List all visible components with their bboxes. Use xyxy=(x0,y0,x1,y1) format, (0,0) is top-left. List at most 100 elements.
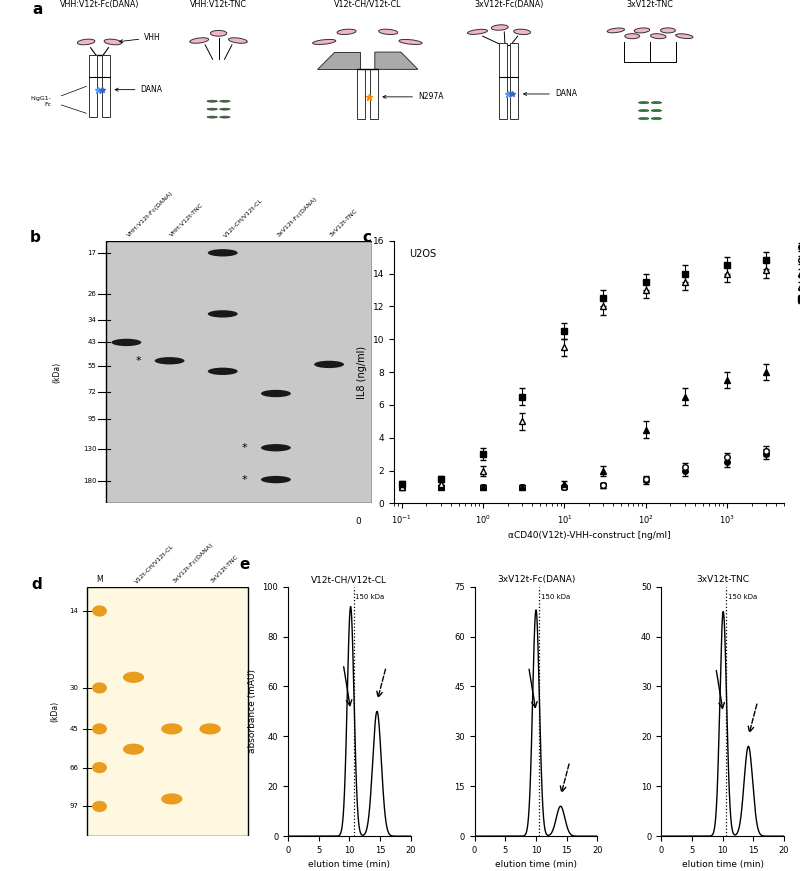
Circle shape xyxy=(220,116,230,118)
Ellipse shape xyxy=(92,682,107,693)
Text: 3xV12t-TNC: 3xV12t-TNC xyxy=(210,555,240,584)
Ellipse shape xyxy=(190,37,209,44)
Y-axis label: absorbance (mAU): absorbance (mAU) xyxy=(248,670,257,753)
Ellipse shape xyxy=(650,34,666,38)
Ellipse shape xyxy=(208,249,238,256)
Text: *: * xyxy=(135,355,141,366)
Ellipse shape xyxy=(123,672,144,683)
Bar xyxy=(357,70,365,118)
Text: (kDa): (kDa) xyxy=(52,361,61,382)
Text: (kDa): (kDa) xyxy=(50,701,59,722)
Text: VHH: VHH xyxy=(119,33,161,43)
Circle shape xyxy=(638,102,649,104)
Legend: VHH:V12t-Fc(DANA), VHH:V12t-TNC, V12t-CH/V12t-CL, 3xV12t-Fc(DANA), 3xV12t-TNC: VHH:V12t-Fc(DANA), VHH:V12t-TNC, V12t-CH… xyxy=(792,240,800,307)
Text: 3xV12t-Fc(DANA): 3xV12t-Fc(DANA) xyxy=(276,196,318,238)
Ellipse shape xyxy=(313,39,336,44)
Text: 150 kDa: 150 kDa xyxy=(355,594,385,600)
Ellipse shape xyxy=(229,37,247,44)
Ellipse shape xyxy=(625,34,640,38)
Text: DANA: DANA xyxy=(523,90,577,98)
Title: 3xV12t-TNC: 3xV12t-TNC xyxy=(696,576,749,584)
Ellipse shape xyxy=(199,723,221,734)
Text: hIgG1-
Fc: hIgG1- Fc xyxy=(30,96,51,107)
Text: VHH:V12t-Fc(DANA): VHH:V12t-Fc(DANA) xyxy=(126,190,174,238)
Bar xyxy=(510,44,518,118)
Bar xyxy=(86,586,248,836)
Text: 3xV12t-Fc(DANA): 3xV12t-Fc(DANA) xyxy=(172,542,214,584)
Text: 43: 43 xyxy=(88,340,97,346)
Text: 34: 34 xyxy=(88,317,97,323)
X-axis label: elution time (min): elution time (min) xyxy=(308,861,390,869)
Text: a: a xyxy=(33,2,43,17)
Circle shape xyxy=(207,100,218,102)
Text: 3xV12t-TNC: 3xV12t-TNC xyxy=(626,0,674,9)
Text: e: e xyxy=(239,557,250,571)
X-axis label: elution time (min): elution time (min) xyxy=(495,861,577,869)
Text: c: c xyxy=(362,230,372,246)
Polygon shape xyxy=(374,52,418,70)
Ellipse shape xyxy=(111,339,142,346)
Text: VHH:V12t-Fc(DANA): VHH:V12t-Fc(DANA) xyxy=(60,0,139,9)
Text: N297A: N297A xyxy=(383,92,443,101)
Text: 180: 180 xyxy=(83,477,97,483)
Ellipse shape xyxy=(514,29,530,35)
Title: 3xV12t-Fc(DANA): 3xV12t-Fc(DANA) xyxy=(497,576,575,584)
Text: 150 kDa: 150 kDa xyxy=(541,594,570,600)
Ellipse shape xyxy=(676,34,693,38)
Ellipse shape xyxy=(78,39,95,44)
Text: DANA: DANA xyxy=(115,85,162,94)
X-axis label: αCD40(V12t)-VHH-construct [ng/ml]: αCD40(V12t)-VHH-construct [ng/ml] xyxy=(508,531,670,540)
Text: 130: 130 xyxy=(83,446,97,452)
Text: 0: 0 xyxy=(355,517,361,526)
Circle shape xyxy=(651,110,662,111)
Ellipse shape xyxy=(92,800,107,812)
Text: M: M xyxy=(96,575,103,584)
Ellipse shape xyxy=(161,723,182,734)
Circle shape xyxy=(207,108,218,110)
Circle shape xyxy=(638,118,649,119)
Ellipse shape xyxy=(467,30,487,34)
Text: 97: 97 xyxy=(70,803,78,809)
Text: 95: 95 xyxy=(88,416,97,422)
Ellipse shape xyxy=(337,30,356,35)
Circle shape xyxy=(207,116,218,118)
Text: b: b xyxy=(30,230,41,246)
Ellipse shape xyxy=(378,30,398,35)
Bar xyxy=(102,55,110,117)
Text: 45: 45 xyxy=(70,726,78,732)
Text: V12t-CH/V12t-CL: V12t-CH/V12t-CL xyxy=(222,197,264,238)
Ellipse shape xyxy=(92,762,107,773)
Text: 14: 14 xyxy=(70,608,78,614)
Text: 72: 72 xyxy=(88,389,97,395)
Ellipse shape xyxy=(210,30,226,37)
Ellipse shape xyxy=(154,357,185,364)
Text: 66: 66 xyxy=(70,765,78,771)
Bar xyxy=(106,240,372,503)
Circle shape xyxy=(220,100,230,102)
Ellipse shape xyxy=(261,390,291,397)
Ellipse shape xyxy=(261,444,291,451)
Text: VHH:V12t-TNC: VHH:V12t-TNC xyxy=(190,0,247,9)
Ellipse shape xyxy=(208,368,238,375)
Text: VHH:V12t-TNC: VHH:V12t-TNC xyxy=(170,203,205,238)
Text: 3xV12t-Fc(DANA): 3xV12t-Fc(DANA) xyxy=(474,0,543,9)
X-axis label: elution time (min): elution time (min) xyxy=(682,861,764,869)
Text: d: d xyxy=(31,577,42,591)
Title: V12t-CH/V12t-CL: V12t-CH/V12t-CL xyxy=(311,576,387,584)
Circle shape xyxy=(651,102,662,104)
Circle shape xyxy=(220,108,230,110)
Ellipse shape xyxy=(314,361,344,368)
Text: V12t-CH/V12t-CL: V12t-CH/V12t-CL xyxy=(334,0,401,9)
Bar xyxy=(370,70,378,118)
Circle shape xyxy=(638,110,649,111)
Bar xyxy=(89,55,98,117)
Text: 150 kDa: 150 kDa xyxy=(728,594,757,600)
Text: 55: 55 xyxy=(88,363,97,369)
Ellipse shape xyxy=(261,476,291,483)
Ellipse shape xyxy=(607,28,625,33)
Ellipse shape xyxy=(399,39,422,44)
Ellipse shape xyxy=(634,28,650,33)
Circle shape xyxy=(651,118,662,119)
Ellipse shape xyxy=(491,24,508,30)
Text: 17: 17 xyxy=(87,250,97,256)
